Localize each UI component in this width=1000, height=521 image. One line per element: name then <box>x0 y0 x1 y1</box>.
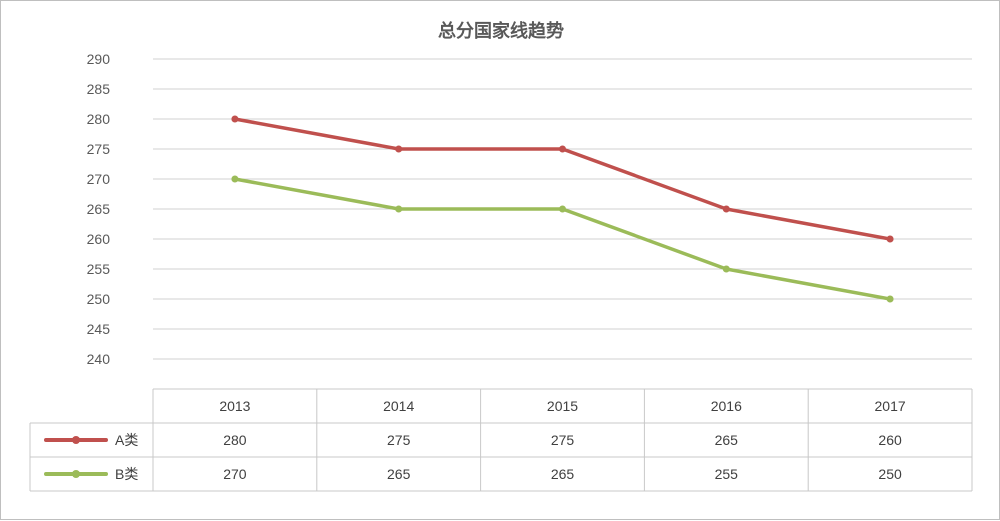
table-value: 255 <box>715 466 739 482</box>
y-tick-label: 260 <box>87 231 111 247</box>
y-tick-label: 245 <box>87 321 111 337</box>
gridlines <box>153 58 972 360</box>
y-tick-label: 255 <box>87 261 111 277</box>
data-point <box>722 265 730 273</box>
table-value: 265 <box>551 466 575 482</box>
table-value: 275 <box>387 432 411 448</box>
data-point <box>886 295 894 303</box>
chart-title: 总分国家线趋势 <box>438 21 564 42</box>
data-point <box>722 205 730 213</box>
table-value: 275 <box>551 432 575 448</box>
table-value: 260 <box>878 432 902 448</box>
x-category-label: 2017 <box>875 398 906 414</box>
series-lines <box>231 115 894 303</box>
x-category-label: 2015 <box>547 398 578 414</box>
data-point <box>231 175 239 183</box>
x-category-label: 2014 <box>383 398 414 414</box>
y-axis-ticks: 290 285 280 275 270 265 260 255 250 245 240 <box>87 51 111 367</box>
y-tick-label: 270 <box>87 171 111 187</box>
data-point <box>886 235 894 243</box>
y-tick-label: 290 <box>87 51 111 67</box>
y-tick-label: 265 <box>87 201 111 217</box>
y-tick-label: 280 <box>87 111 111 127</box>
data-point <box>559 205 566 213</box>
y-tick-label: 275 <box>87 141 111 157</box>
data-table: 2013 2014 2015 2016 2017 A类 280 275 275 265 260 B类 2… <box>29 388 973 492</box>
table-value: 250 <box>878 466 902 482</box>
data-point <box>395 145 403 153</box>
series-name: B类 <box>115 466 138 482</box>
y-tick-label: 240 <box>87 351 111 367</box>
x-category-label: 2013 <box>219 398 250 414</box>
legend-marker <box>72 436 80 444</box>
table-value: 265 <box>715 432 739 448</box>
y-tick-label: 250 <box>87 291 111 307</box>
data-point <box>559 145 566 153</box>
legend-marker <box>72 470 80 478</box>
table-value: 265 <box>387 466 411 482</box>
data-point <box>395 205 403 213</box>
x-category-label: 2016 <box>711 398 742 414</box>
table-value: 270 <box>223 466 247 482</box>
series-name: A类 <box>115 432 138 448</box>
y-tick-label: 285 <box>87 81 111 97</box>
data-point <box>231 115 239 123</box>
table-value: 280 <box>223 432 247 448</box>
